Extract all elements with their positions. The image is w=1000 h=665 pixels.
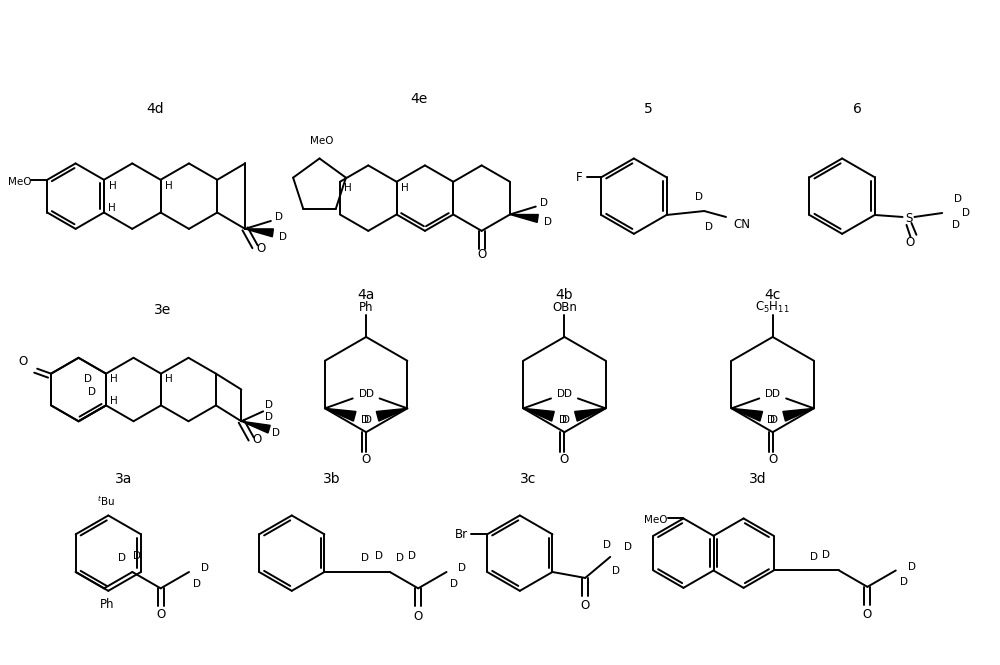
Text: Ph: Ph: [100, 598, 114, 610]
Text: D: D: [88, 386, 96, 396]
Text: D: D: [557, 390, 565, 400]
Text: MeO: MeO: [644, 515, 667, 525]
Text: H: H: [344, 183, 352, 193]
Text: CN: CN: [733, 218, 750, 231]
Text: D: D: [695, 192, 703, 202]
Text: MeO: MeO: [310, 136, 333, 146]
Text: O: O: [256, 242, 266, 255]
Text: 3b: 3b: [323, 471, 340, 485]
Text: 4e: 4e: [410, 92, 427, 106]
Text: H: H: [110, 374, 118, 384]
Text: D: D: [705, 222, 713, 232]
Text: D: D: [201, 563, 209, 573]
Text: D: D: [767, 415, 775, 425]
Text: O: O: [906, 236, 915, 249]
Text: O: O: [581, 599, 590, 612]
Text: D: D: [375, 551, 383, 561]
Text: 4a: 4a: [357, 289, 375, 303]
Text: D: D: [396, 553, 404, 563]
Text: D: D: [193, 579, 201, 589]
Text: O: O: [768, 454, 777, 466]
Polygon shape: [575, 408, 606, 421]
Text: D: D: [359, 390, 367, 400]
Text: O: O: [156, 608, 165, 620]
Polygon shape: [325, 408, 356, 421]
Text: F: F: [576, 171, 583, 184]
Text: D: D: [265, 412, 273, 422]
Text: C$_5$H$_{11}$: C$_5$H$_{11}$: [755, 300, 790, 315]
Text: D: D: [279, 232, 287, 242]
Text: O: O: [362, 454, 371, 466]
Text: O: O: [863, 608, 872, 621]
Text: H: H: [108, 203, 116, 213]
Text: O: O: [477, 248, 486, 261]
Text: O: O: [414, 610, 423, 622]
Text: D: D: [908, 561, 916, 571]
Text: 4c: 4c: [765, 289, 781, 303]
Text: D: D: [366, 390, 374, 400]
Text: D: D: [133, 551, 141, 561]
Polygon shape: [510, 215, 538, 222]
Text: 6: 6: [853, 102, 861, 116]
Polygon shape: [523, 408, 554, 421]
Text: D: D: [770, 415, 778, 425]
Text: 5: 5: [644, 102, 653, 116]
Text: D: D: [544, 217, 552, 227]
Text: 4b: 4b: [556, 289, 573, 303]
Text: D: D: [954, 194, 962, 204]
Polygon shape: [783, 408, 814, 421]
Text: D: D: [810, 551, 818, 562]
Text: OBn: OBn: [552, 301, 577, 314]
Text: D: D: [603, 540, 611, 550]
Polygon shape: [376, 408, 407, 421]
Polygon shape: [245, 229, 273, 237]
Text: D: D: [361, 553, 369, 563]
Polygon shape: [731, 408, 763, 421]
Text: D: D: [540, 198, 548, 207]
Text: D: D: [900, 577, 908, 587]
Text: D: D: [458, 563, 466, 573]
Text: H: H: [401, 183, 408, 193]
Text: H: H: [165, 181, 172, 191]
Text: D: D: [564, 390, 572, 400]
Text: Ph: Ph: [359, 301, 373, 314]
Text: O: O: [19, 355, 28, 368]
Text: D: D: [765, 390, 773, 400]
Text: D: D: [361, 415, 369, 425]
Text: D: D: [962, 208, 970, 218]
Text: 3c: 3c: [520, 471, 536, 485]
Text: O: O: [253, 433, 262, 446]
Text: D: D: [772, 390, 780, 400]
Text: H: H: [109, 181, 117, 191]
Text: D: D: [408, 551, 416, 561]
Text: D: D: [624, 542, 632, 552]
Text: D: D: [364, 415, 372, 425]
Text: S: S: [905, 212, 912, 225]
Text: D: D: [265, 400, 273, 410]
Text: D: D: [118, 553, 126, 563]
Text: D: D: [275, 212, 283, 222]
Text: D: D: [952, 220, 960, 230]
Text: $^t$Bu: $^t$Bu: [97, 495, 115, 509]
Text: 3e: 3e: [154, 303, 171, 317]
Text: D: D: [559, 415, 567, 425]
Text: O: O: [560, 454, 569, 466]
Text: D: D: [562, 415, 570, 425]
Text: D: D: [272, 428, 280, 438]
Text: MeO: MeO: [8, 177, 31, 187]
Text: D: D: [612, 566, 620, 576]
Text: 4d: 4d: [146, 102, 164, 116]
Polygon shape: [241, 421, 270, 433]
Text: H: H: [165, 374, 173, 384]
Text: H: H: [110, 396, 118, 406]
Text: D: D: [450, 579, 458, 589]
Text: 3a: 3a: [114, 471, 132, 485]
Text: D: D: [84, 374, 92, 384]
Text: D: D: [822, 550, 830, 560]
Text: Br: Br: [455, 528, 468, 541]
Text: 3d: 3d: [749, 471, 767, 485]
